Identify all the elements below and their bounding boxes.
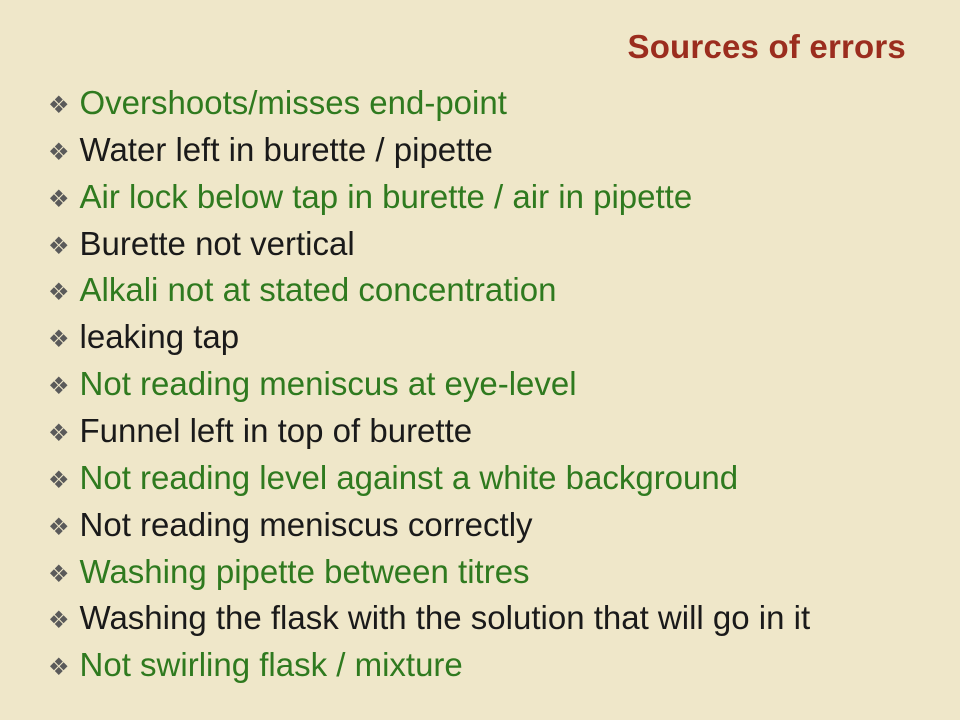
diamond-bullet-icon: ❖ [48,183,70,217]
list-item: ❖ Washing the flask with the solution tha… [48,595,912,642]
diamond-bullet-icon: ❖ [48,276,70,310]
list-item: ❖ leaking tap [48,314,912,361]
list-item: ❖ Alkali not at stated concentration [48,267,912,314]
list-item-text: Washing the flask with the solution that… [80,595,912,642]
diamond-bullet-icon: ❖ [48,464,70,498]
slide-title: Sources of errors [48,28,906,66]
list-item: ❖ Water left in burette / pipette [48,127,912,174]
diamond-bullet-icon: ❖ [48,89,70,123]
error-list: ❖ Overshoots/misses end-point ❖ Water left … [48,80,912,689]
diamond-bullet-icon: ❖ [48,604,70,638]
diamond-bullet-icon: ❖ [48,511,70,545]
diamond-bullet-icon: ❖ [48,323,70,357]
list-item-text: Funnel left in top of burette [80,408,912,455]
diamond-bullet-icon: ❖ [48,230,70,264]
list-item: ❖ Not reading meniscus at eye-level [48,361,912,408]
list-item: ❖ Overshoots/misses end-point [48,80,912,127]
diamond-bullet-icon: ❖ [48,136,70,170]
list-item-text: Water left in burette / pipette [80,127,912,174]
list-item-text: Air lock below tap in burette / air in p… [80,174,912,221]
list-item: ❖ Funnel left in top of burette [48,408,912,455]
diamond-bullet-icon: ❖ [48,417,70,451]
list-item-text: Overshoots/misses end-point [80,80,912,127]
list-item-text: Not swirling flask / mixture [80,642,912,689]
diamond-bullet-icon: ❖ [48,370,70,404]
list-item-text: Alkali not at stated concentration [80,267,912,314]
slide: Sources of errors ❖ Overshoots/misses end… [0,0,960,720]
list-item: ❖ Not reading level against a white backg… [48,455,912,502]
list-item-text: Not reading meniscus at eye-level [80,361,912,408]
list-item: ❖ Not reading meniscus correctly [48,502,912,549]
diamond-bullet-icon: ❖ [48,558,70,592]
list-item-text: Not reading meniscus correctly [80,502,912,549]
list-item-text: Washing pipette between titres [80,549,912,596]
list-item: ❖ Air lock below tap in burette / air in … [48,174,912,221]
list-item: ❖ Not swirling flask / mixture [48,642,912,689]
list-item-text: Burette not vertical [80,221,912,268]
list-item-text: Not reading level against a white backgr… [80,455,912,502]
list-item-text: leaking tap [80,314,912,361]
list-item: ❖ Burette not vertical [48,221,912,268]
diamond-bullet-icon: ❖ [48,651,70,685]
list-item: ❖ Washing pipette between titres [48,549,912,596]
